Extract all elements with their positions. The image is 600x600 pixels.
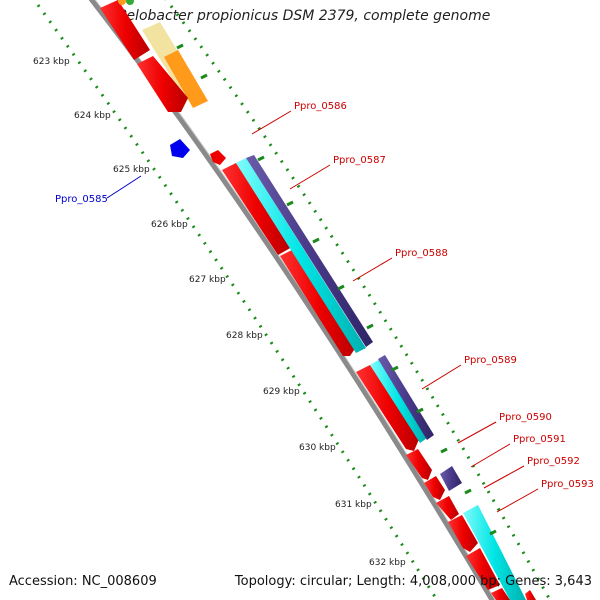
top-features [100, 0, 208, 112]
gene-label[interactable]: Ppro_0586 [294, 101, 347, 112]
cds-arrow-ppro-0586 [210, 150, 226, 165]
rna-feature [370, 359, 427, 443]
gene-callouts: Ppro_0585 Ppro_0586 Ppro_0587 Ppro_0588 Ppro… [55, 101, 594, 513]
cds-arrow-ppro-0588 [280, 249, 358, 356]
gene-leader-line [483, 465, 525, 489]
rna-feature [236, 158, 366, 353]
accession-text: Accession: NC_008609 [9, 574, 157, 589]
kbp-tick-label: 624 kbp [74, 111, 111, 121]
gene-label[interactable]: Ppro_0588 [395, 248, 448, 259]
gene-leader-line [352, 257, 393, 282]
rna-feature [463, 505, 526, 600]
kbp-tick-label: 628 kbp [226, 331, 263, 341]
cds-arrow [137, 56, 188, 112]
outer-dash-marks [176, 43, 497, 536]
cds-arrow [448, 515, 478, 552]
kbp-tick-label: 629 kbp [263, 387, 300, 397]
gene-label[interactable]: Ppro_0587 [333, 155, 386, 166]
genome-title: Pelobacter propionicus DSM 2379, complet… [118, 8, 491, 24]
inner-dotted-track [36, 4, 439, 600]
gene-label[interactable]: Ppro_0593 [541, 479, 594, 490]
gene-label[interactable]: Ppro_0585 [55, 194, 108, 205]
gene-label[interactable]: Ppro_0592 [527, 456, 580, 467]
gene-leader-line [470, 443, 511, 468]
top-marker [118, 0, 126, 5]
kbp-scale: 623 kbp 624 kbp 625 kbp 626 kbp 627 kbp 628 k… [33, 57, 406, 568]
outer-dotted-track [164, 0, 552, 600]
cds-arrow-ppro-0590 [406, 449, 432, 480]
kbp-tick-label: 632 kbp [369, 558, 406, 568]
kbp-tick-label: 626 kbp [151, 220, 188, 230]
cds-arrow-ppro-0592 [424, 476, 445, 500]
gene-leader-line [496, 488, 539, 513]
gene-leader-line [251, 110, 292, 135]
gene-label[interactable]: Ppro_0589 [464, 355, 517, 366]
kbp-tick-label: 630 kbp [299, 443, 336, 453]
forward-gene-ppro-0585 [170, 139, 190, 158]
gene-leader-line [457, 421, 497, 444]
kbp-tick-label: 631 kbp [335, 500, 372, 510]
cds-arrow [100, 0, 150, 60]
gene-label[interactable]: Ppro_0590 [499, 412, 552, 423]
cds-arrow [491, 588, 510, 600]
gene-leader-line [421, 364, 462, 390]
cds-arrow-ppro-0589 [356, 365, 420, 451]
cds-arrow [466, 548, 500, 590]
cds-arrow-ppro-0593 [436, 496, 459, 520]
gene-leader-line [106, 175, 142, 199]
cds-arrow-ppro-0587 [222, 163, 292, 255]
orange-feature [164, 50, 208, 108]
kbp-tick-label: 627 kbp [189, 275, 226, 285]
blast-hit [378, 355, 434, 440]
kbp-tick-label: 623 kbp [33, 57, 70, 67]
backbone-track [88, 0, 495, 600]
topology-text: Topology: circular; Length: 4,008,000 bp… [234, 574, 592, 589]
kbp-tick-label: 625 kbp [113, 165, 150, 175]
gene-label[interactable]: Ppro_0591 [513, 434, 566, 445]
blast-hit-ppro-0591 [440, 466, 462, 491]
gene-leader-line [289, 164, 331, 190]
top-marker [126, 0, 134, 5]
blast-hit [246, 155, 373, 347]
cds-arrow [525, 590, 536, 600]
